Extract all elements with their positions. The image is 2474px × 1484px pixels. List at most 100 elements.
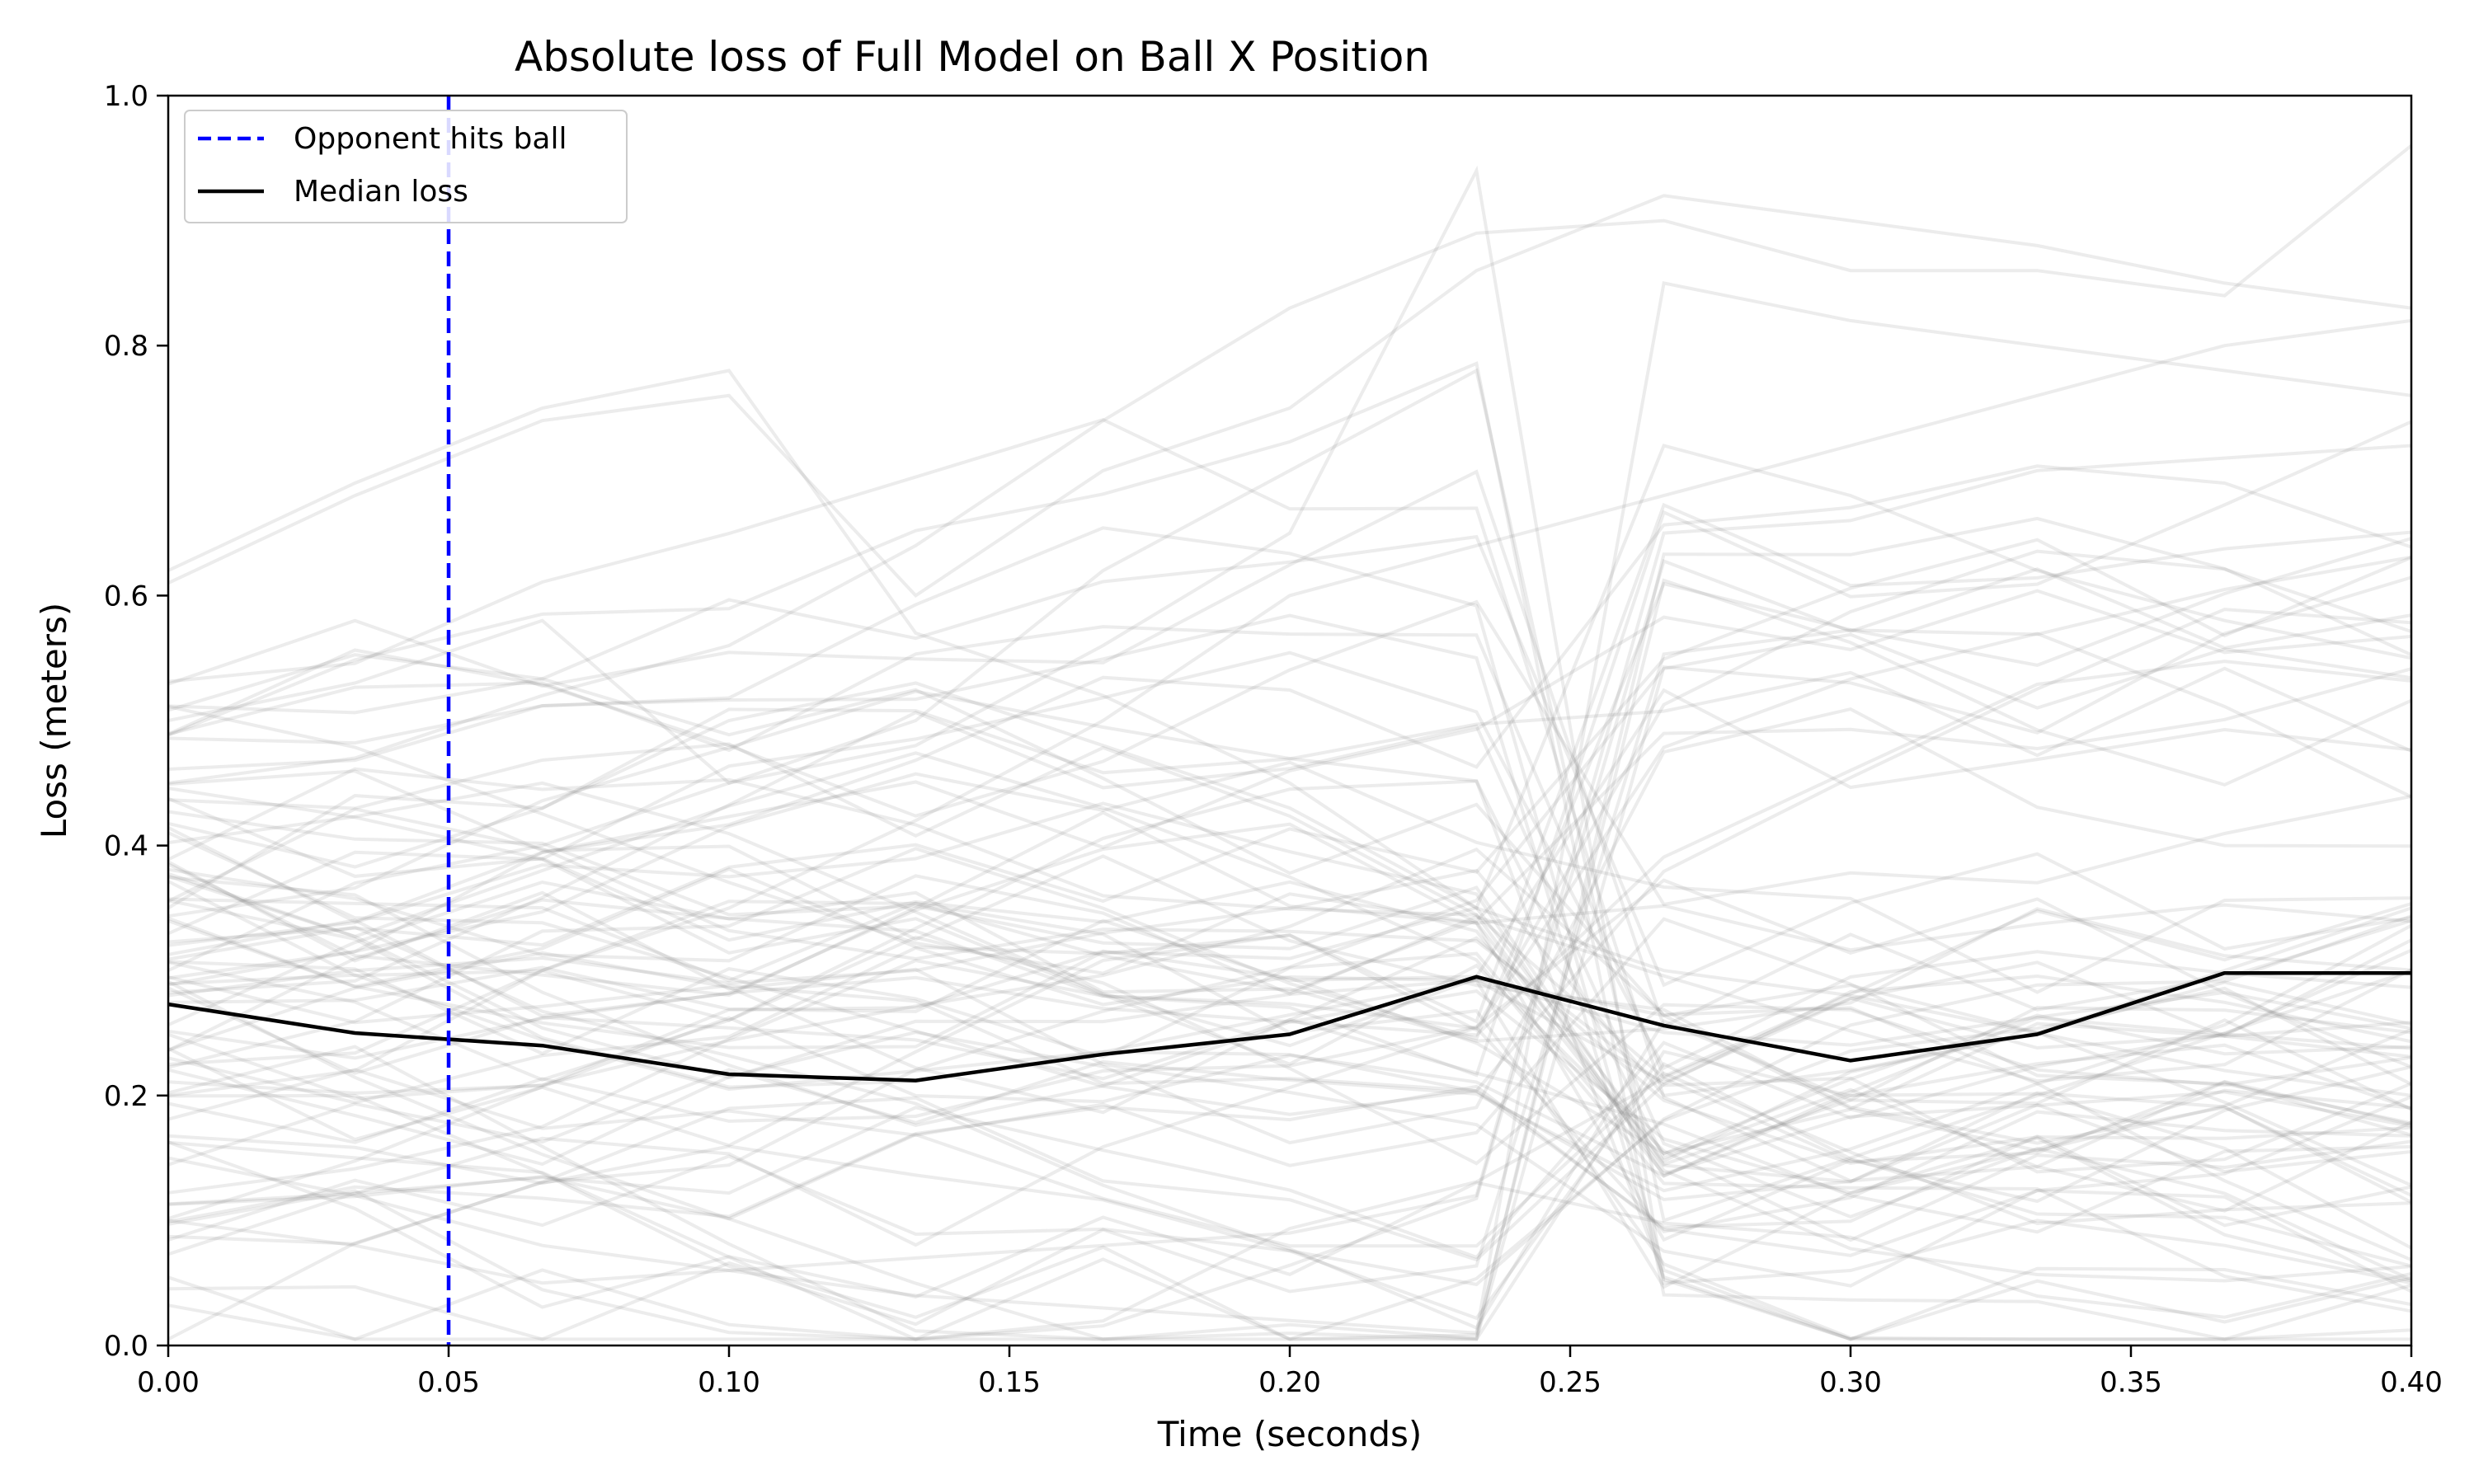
x-tick-label: 0.30 <box>1819 1366 1882 1399</box>
trajectory-line <box>167 589 2412 980</box>
x-tick-label: 0.35 <box>2100 1366 2162 1399</box>
x-tick-label: 0.20 <box>1258 1366 1321 1399</box>
trajectory-line <box>167 899 2412 1089</box>
trajectory-line <box>167 1076 2412 1341</box>
trajectory-line <box>167 860 2412 1288</box>
trajectory-line <box>167 779 2411 1341</box>
trajectory-line <box>167 975 2412 1229</box>
trajectory-line <box>167 704 2412 975</box>
y-tick-label: 0.2 <box>104 1080 148 1113</box>
trajectory-line <box>167 905 2412 1156</box>
plot-area <box>167 96 2413 1345</box>
trajectory-line <box>167 935 2412 1166</box>
trajectory-line <box>167 194 2412 599</box>
trajectory-line <box>167 973 2412 1202</box>
trajectory-line <box>167 537 2412 1069</box>
trajectory-line <box>167 801 2412 1250</box>
trajectory-line <box>167 850 2412 1242</box>
x-tick-label: 0.15 <box>978 1366 1041 1399</box>
trajectory-line <box>167 650 2412 1070</box>
trajectory-line <box>167 516 2412 1341</box>
legend: Opponent hits ball Median loss <box>184 110 628 223</box>
trajectory-line <box>167 986 2412 1341</box>
trajectory-line <box>167 878 2412 1144</box>
trajectory-line <box>167 951 2412 1176</box>
trajectory-line <box>167 925 2412 1331</box>
trajectory-line <box>167 632 2412 1341</box>
y-axis: 0.0 0.2 0.4 0.6 0.8 1.0 <box>104 80 168 1363</box>
trajectory-line <box>167 417 2412 1213</box>
trajectory-line <box>167 936 2412 1166</box>
trajectory-line <box>167 613 2412 1341</box>
trajectory-line <box>167 867 2412 1083</box>
trajectory-line <box>167 707 2412 1167</box>
trajectory-line <box>167 880 2412 1043</box>
trajectory-line <box>167 420 2412 1078</box>
trajectory-line <box>167 444 2412 911</box>
trajectory-line <box>167 144 2413 785</box>
trajectory-line <box>167 974 2412 1262</box>
trajectory-line <box>167 767 2412 1080</box>
trajectory-line <box>167 742 2412 1283</box>
legend-box <box>184 110 628 223</box>
trajectory-line <box>167 555 2412 1327</box>
trajectory-line <box>167 807 2412 1174</box>
x-tick-label: 0.00 <box>137 1366 200 1399</box>
trajectory-line <box>167 946 2412 1289</box>
trajectory-line <box>167 534 2412 988</box>
y-tick-label: 0.6 <box>104 580 148 613</box>
x-tick-label: 0.40 <box>2380 1366 2443 1399</box>
chart-title: Absolute loss of Full Model on Ball X Po… <box>515 33 1430 81</box>
trajectory-line <box>167 810 2412 1167</box>
trajectory-line <box>167 876 2412 1283</box>
y-axis-label: Loss (meters) <box>34 603 74 838</box>
trajectory-line <box>167 1016 2412 1220</box>
trajectory-line <box>167 667 2412 1066</box>
trajectory-line <box>167 632 2412 1032</box>
x-tick-label: 0.10 <box>698 1366 760 1399</box>
x-tick-label: 0.25 <box>1539 1366 1602 1399</box>
trajectory-line <box>167 810 2412 1242</box>
trajectory-line <box>167 469 2412 1029</box>
x-axis: 0.00 0.05 0.10 0.15 0.20 0.25 0.30 0.35 0.40 <box>137 1345 2443 1399</box>
trajectory-line <box>167 1071 2412 1248</box>
trajectory-line <box>167 951 2412 1234</box>
trajectory-line <box>167 1061 2412 1321</box>
trajectory-line <box>167 464 2412 924</box>
y-tick-label: 0.4 <box>104 830 148 863</box>
trajectory-line <box>167 444 2412 1285</box>
trajectory-line <box>167 1084 2412 1294</box>
trajectory-line <box>167 538 2412 947</box>
trajectory-line <box>167 578 2412 1341</box>
trajectory-line <box>167 502 2412 1148</box>
trajectory-line <box>167 914 2412 1287</box>
trajectory-line <box>167 1026 2412 1247</box>
trajectory-line <box>167 281 2412 1335</box>
trajectory-line <box>167 948 2412 1260</box>
legend-label-median-loss: Median loss <box>294 175 468 209</box>
trajectory-line <box>167 625 2412 1079</box>
background-trajectories <box>167 144 2413 1341</box>
trajectory-line <box>167 165 2412 1285</box>
trajectory-line <box>167 361 2412 1341</box>
trajectory-line <box>167 666 2412 869</box>
trajectory-line <box>167 599 2412 907</box>
x-axis-label: Time (seconds) <box>1157 1414 1423 1454</box>
trajectory-line <box>167 711 2412 1282</box>
legend-label-opponent-hits-ball: Opponent hits ball <box>294 122 567 156</box>
trajectory-line <box>167 558 2412 1341</box>
series-line-median-loss <box>167 970 2411 1082</box>
trajectory-line <box>167 917 2412 1167</box>
trajectory-line <box>167 760 2412 994</box>
trajectory-line <box>167 979 2412 1341</box>
trajectory-line <box>167 871 2412 1080</box>
median-series <box>167 970 2411 1082</box>
y-tick-label: 0.8 <box>104 330 148 363</box>
trajectory-line <box>167 689 2412 1169</box>
trajectory-line <box>167 549 2412 1195</box>
trajectory-line <box>167 1140 2412 1319</box>
trajectory-line <box>167 575 2412 1341</box>
trajectory-line <box>167 796 2412 1205</box>
trajectory-line <box>167 847 2412 1261</box>
